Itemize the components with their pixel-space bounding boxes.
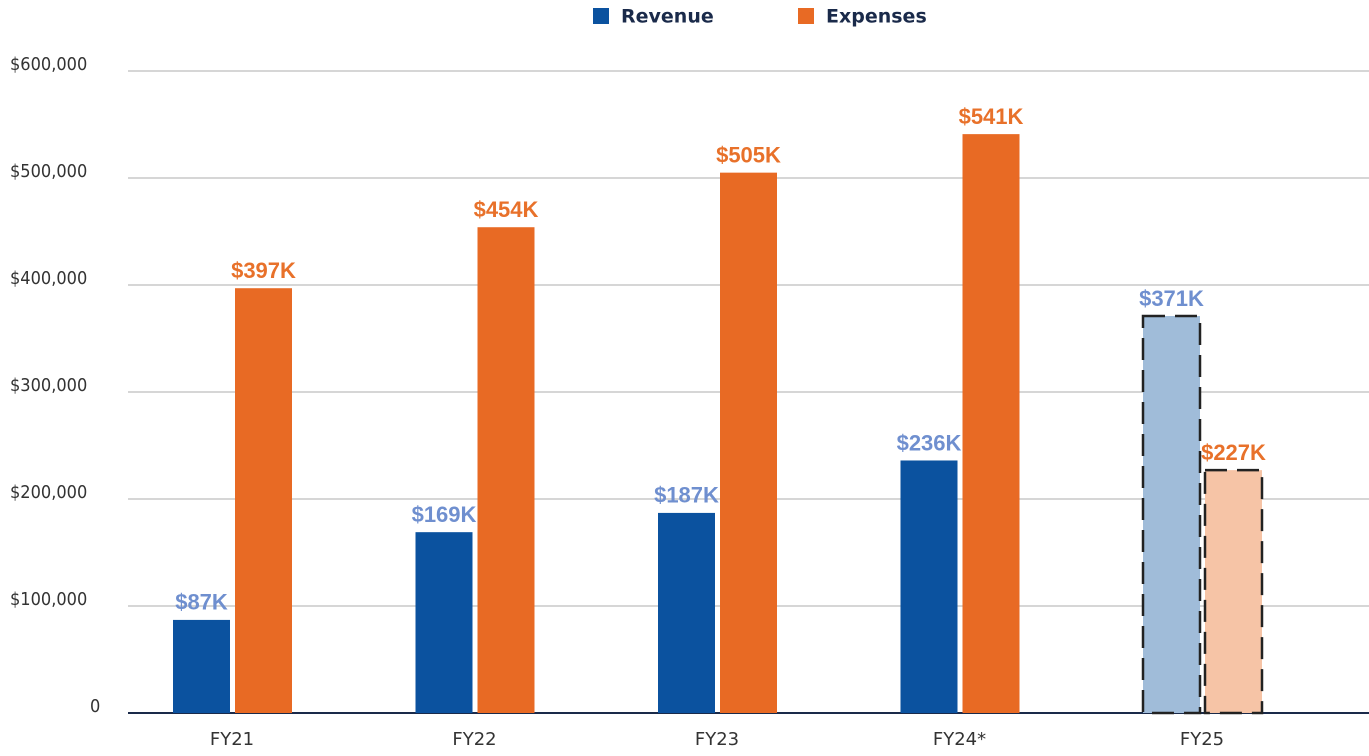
y-tick-label: $300,000 xyxy=(10,375,87,396)
legend-label: Revenue xyxy=(621,6,714,28)
value-label: $87K xyxy=(175,590,228,615)
value-label: $454K xyxy=(474,197,539,222)
value-label: $371K xyxy=(1139,286,1204,311)
y-tick-label: $200,000 xyxy=(10,482,87,503)
legend-swatch xyxy=(798,8,814,24)
bar xyxy=(900,460,958,713)
bar xyxy=(477,227,535,713)
x-tick-label: FY25 xyxy=(1180,729,1224,750)
value-label: $505K xyxy=(716,142,781,167)
legend-label: Expenses xyxy=(826,6,927,28)
value-label: $541K xyxy=(959,104,1024,129)
bar xyxy=(962,134,1020,713)
bar xyxy=(173,619,230,713)
bar xyxy=(1203,468,1264,715)
value-label: $227K xyxy=(1201,440,1266,465)
legend-swatch xyxy=(593,8,609,24)
bar xyxy=(235,288,292,713)
bar xyxy=(658,512,715,713)
bar xyxy=(1141,314,1202,715)
value-label: $397K xyxy=(231,258,296,283)
y-tick-label: $500,000 xyxy=(10,161,87,182)
value-label: $169K xyxy=(412,502,477,527)
bar xyxy=(415,532,473,713)
x-tick-label: FY22 xyxy=(452,729,496,750)
bar xyxy=(720,172,777,713)
x-tick-label: FY24* xyxy=(933,729,986,750)
y-tick-label: $600,000 xyxy=(10,54,87,75)
x-tick-label: FY21 xyxy=(210,729,254,750)
value-label: $187K xyxy=(654,483,719,508)
x-tick-label: FY23 xyxy=(695,729,739,750)
y-tick-label: $400,000 xyxy=(10,268,87,289)
y-tick-label: $100,000 xyxy=(10,589,87,610)
value-label: $236K xyxy=(897,430,962,455)
y-tick-label: 0 xyxy=(90,696,100,717)
